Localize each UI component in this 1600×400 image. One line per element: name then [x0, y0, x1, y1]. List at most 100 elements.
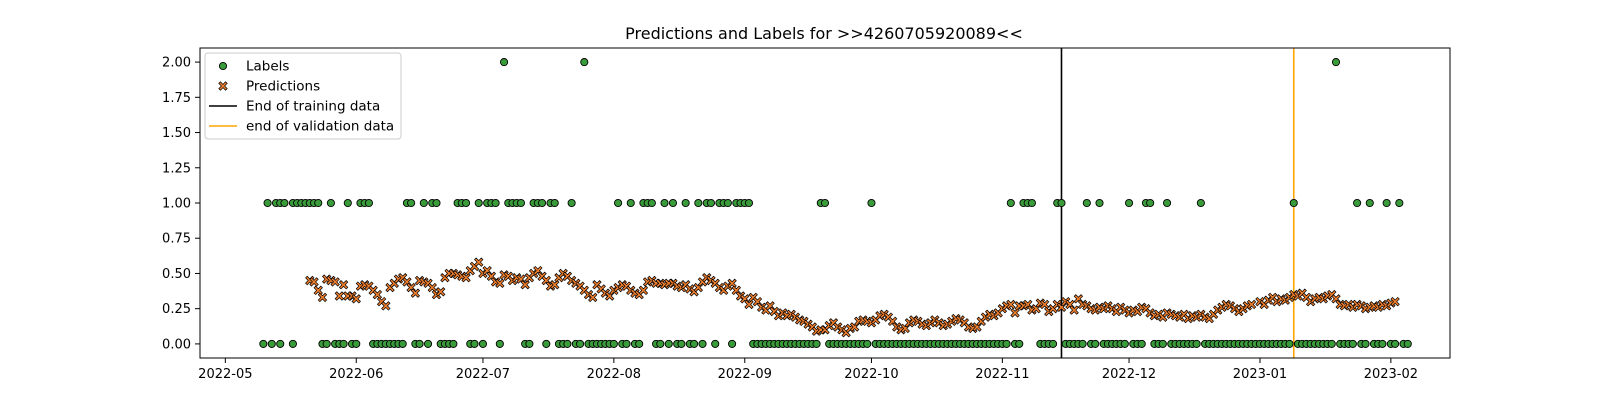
- label-point: [626, 198, 635, 208]
- label-point: [1327, 339, 1336, 348]
- legend-label: End of training data: [246, 99, 380, 115]
- label-point: [698, 339, 707, 348]
- label-point: [647, 198, 656, 208]
- prediction-point: [381, 301, 391, 311]
- prediction-point: [330, 277, 340, 287]
- label-point: [407, 198, 416, 208]
- prediction-point: [436, 287, 446, 297]
- label-point: [495, 339, 504, 348]
- label-point: [1091, 339, 1100, 348]
- label-point: [267, 339, 276, 348]
- prediction-point: [461, 272, 471, 283]
- label-point: [812, 339, 821, 348]
- label-point: [706, 198, 716, 208]
- label-point: [1002, 339, 1011, 348]
- label-point: [711, 339, 720, 348]
- label-point: [525, 339, 534, 348]
- prediction-point: [1006, 299, 1016, 310]
- prediction-point: [1246, 299, 1257, 310]
- label-point: [432, 198, 441, 208]
- y-tick-label: 1.50: [162, 126, 191, 141]
- y-tick-label: 0.25: [162, 302, 191, 317]
- prediction-point: [317, 292, 328, 303]
- label-point: [491, 198, 500, 208]
- y-tick-label: 1.75: [162, 91, 191, 106]
- axes-frame: [199, 47, 1451, 359]
- prediction-point: [638, 285, 649, 296]
- prediction-point: [1010, 308, 1020, 318]
- x-tick-label: 2022-05: [198, 367, 252, 382]
- legend-label: end of validation data: [246, 119, 394, 135]
- label-point: [449, 339, 458, 348]
- label-point: [1353, 198, 1362, 208]
- label-point: [1331, 58, 1341, 67]
- prediction-point: [372, 289, 383, 300]
- label-point: [1095, 198, 1104, 208]
- label-point: [550, 198, 559, 208]
- label-point: [660, 198, 669, 208]
- prediction-point: [313, 285, 323, 296]
- prediction-point: [1039, 299, 1050, 310]
- label-point: [867, 198, 876, 208]
- prediction-point: [427, 282, 437, 293]
- y-tick-label: 0.50: [162, 267, 191, 282]
- labels-series: [259, 58, 1412, 348]
- prediction-point: [338, 280, 349, 290]
- label-point: [398, 339, 407, 348]
- label-point: [567, 198, 576, 208]
- label-point: [415, 339, 424, 348]
- legend-box: [204, 52, 402, 140]
- label-point: [478, 339, 487, 348]
- label-point: [343, 198, 352, 208]
- label-point: [538, 198, 547, 208]
- label-point: [635, 339, 644, 348]
- label-point: [1137, 339, 1146, 348]
- label-point: [1365, 198, 1374, 208]
- label-point: [563, 339, 572, 348]
- label-point: [276, 339, 285, 348]
- label-point: [1078, 339, 1087, 348]
- x-axis: 2022-05 2022-06 2022-07 2022-08 2022-09 2022-…: [198, 358, 1418, 382]
- prediction-point: [495, 278, 505, 289]
- x-tick-label: 2023-02: [1364, 367, 1418, 382]
- label-point: [576, 339, 585, 348]
- y-tick-label: 1.00: [162, 197, 191, 212]
- label-point: [668, 198, 678, 208]
- label-point: [1289, 198, 1298, 208]
- label-point: [322, 339, 331, 348]
- label-point: [1378, 339, 1387, 348]
- label-point: [820, 198, 830, 208]
- x-tick-label: 2022-09: [718, 367, 772, 382]
- label-point: [500, 58, 509, 67]
- label-point: [1027, 198, 1036, 208]
- label-point: [681, 198, 690, 208]
- label-point: [1125, 198, 1134, 208]
- legend: Labels Predictions End of training data end…: [204, 52, 402, 140]
- prediction-point: [520, 280, 530, 290]
- label-point: [723, 198, 732, 208]
- label-point: [863, 339, 872, 348]
- label-point: [516, 198, 525, 208]
- predictions-series: [305, 257, 1400, 338]
- label-point: [542, 339, 551, 348]
- label-point: [1395, 198, 1404, 208]
- x-tick-label: 2022-06: [329, 367, 383, 382]
- x-tick-label: 2022-10: [844, 367, 898, 382]
- label-point: [1006, 198, 1015, 208]
- label-point: [690, 339, 699, 348]
- label-point: [280, 198, 289, 208]
- prediction-point: [550, 280, 560, 290]
- y-tick-label: 0.00: [162, 337, 191, 352]
- y-axis: 0.00 0.25 0.50 0.75 1.00 1.25 1.50 1.75 2.00: [162, 56, 200, 352]
- label-point: [1192, 339, 1201, 348]
- prediction-point: [474, 257, 484, 267]
- label-point: [1057, 198, 1066, 208]
- label-point: [656, 339, 665, 348]
- prediction-point: [588, 292, 598, 303]
- label-point: [419, 198, 428, 208]
- prediction-point: [351, 294, 361, 304]
- label-point: [1361, 339, 1370, 348]
- label-point: [1391, 339, 1400, 348]
- label-point: [664, 339, 673, 348]
